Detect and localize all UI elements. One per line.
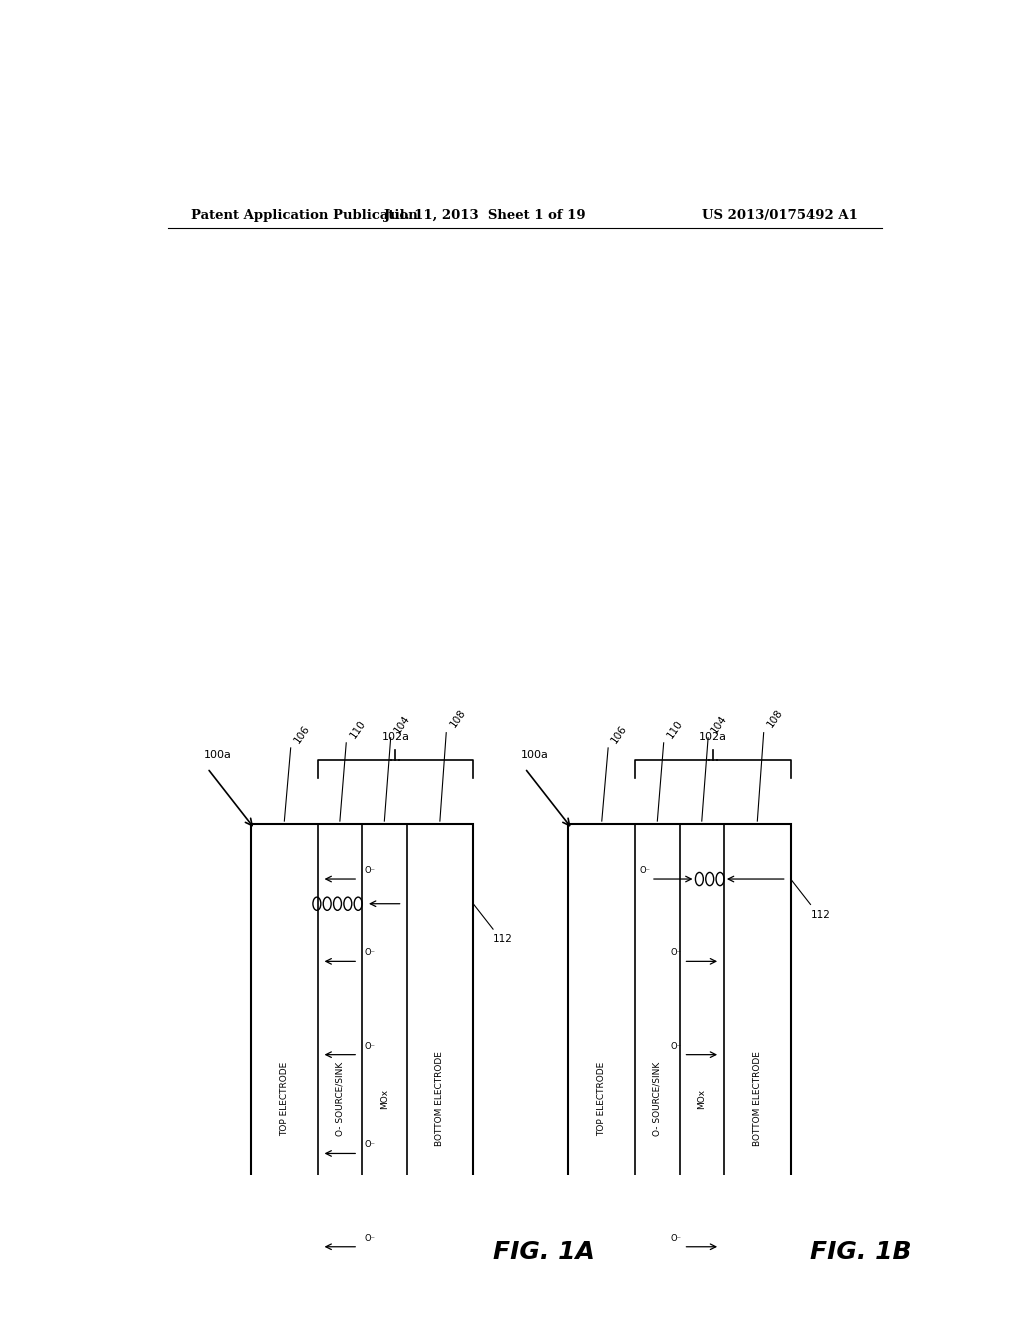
Text: 108: 108 (447, 708, 467, 730)
Text: 102a: 102a (382, 731, 410, 742)
Text: O⁻: O⁻ (365, 866, 376, 875)
Text: O⁻: O⁻ (365, 948, 376, 957)
Text: O⁻: O⁻ (670, 948, 681, 957)
Text: Jul. 11, 2013  Sheet 1 of 19: Jul. 11, 2013 Sheet 1 of 19 (384, 209, 586, 222)
Text: 100a: 100a (521, 750, 549, 760)
Text: 112: 112 (494, 935, 513, 944)
Text: MOx: MOx (380, 1089, 389, 1109)
Text: 106: 106 (609, 723, 629, 744)
Text: 112: 112 (811, 909, 830, 920)
Text: BOTTOM ELECTRODE: BOTTOM ELECTRODE (753, 1051, 762, 1146)
Text: O- SOURCE/SINK: O- SOURCE/SINK (653, 1061, 662, 1135)
Text: Patent Application Publication: Patent Application Publication (191, 209, 418, 222)
Text: 108: 108 (765, 708, 784, 730)
Text: O⁻: O⁻ (670, 1041, 681, 1051)
Text: 104: 104 (392, 713, 412, 735)
Text: 110: 110 (666, 718, 685, 739)
Text: 102a: 102a (699, 731, 727, 742)
Text: O⁻: O⁻ (365, 1041, 376, 1051)
Text: TOP ELECTRODE: TOP ELECTRODE (597, 1061, 606, 1135)
Text: TOP ELECTRODE: TOP ELECTRODE (280, 1061, 289, 1135)
Text: O⁻: O⁻ (670, 1234, 681, 1242)
Text: O- SOURCE/SINK: O- SOURCE/SINK (336, 1061, 344, 1135)
Text: 110: 110 (348, 718, 368, 739)
Text: MOx: MOx (697, 1089, 707, 1109)
Bar (568, 824, 791, 1320)
Text: 100a: 100a (204, 750, 231, 760)
Text: US 2013/0175492 A1: US 2013/0175492 A1 (702, 209, 858, 222)
Text: FIG. 1B: FIG. 1B (811, 1241, 912, 1265)
Text: 104: 104 (710, 713, 729, 735)
Text: O⁻: O⁻ (365, 1234, 376, 1242)
Text: 106: 106 (292, 723, 311, 744)
Text: O⁻: O⁻ (639, 866, 650, 875)
Bar (251, 824, 473, 1320)
Text: FIG. 1A: FIG. 1A (494, 1241, 595, 1265)
Text: O⁻: O⁻ (365, 1140, 376, 1150)
Text: BOTTOM ELECTRODE: BOTTOM ELECTRODE (435, 1051, 444, 1146)
